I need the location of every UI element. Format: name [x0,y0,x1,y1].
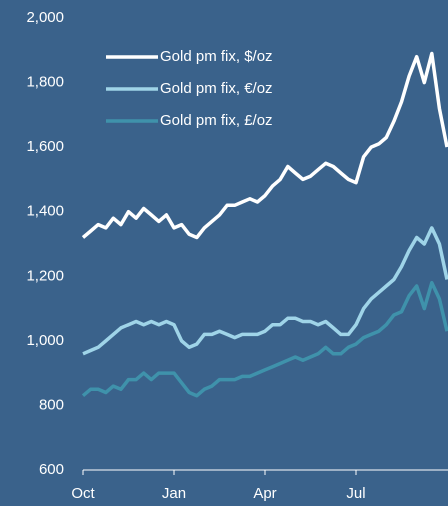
series-line [82,226,448,356]
y-tick-label: 600 [39,461,64,478]
y-tick-label: 1,800 [26,74,64,91]
y-tick-label: 1,600 [26,138,64,155]
series-line [81,51,448,240]
legend-label: Gold pm fix, $/oz [160,48,273,65]
legend-label: Gold pm fix, £/oz [160,112,273,129]
y-tick-label: 1,000 [26,332,64,349]
x-tick-label: Jul [346,485,365,502]
y-tick-label: 2,000 [26,9,64,26]
x-tick-label: Apr [253,485,276,502]
y-tick-label: 1,200 [26,267,64,284]
series-line [81,280,448,398]
y-tick-label: 1,400 [26,203,64,220]
y-tick-label: 800 [39,396,64,413]
legend-label: Gold pm fix, €/oz [160,80,273,97]
x-tick-label: Jan [162,485,186,502]
x-tick-label: Oct [71,485,95,502]
